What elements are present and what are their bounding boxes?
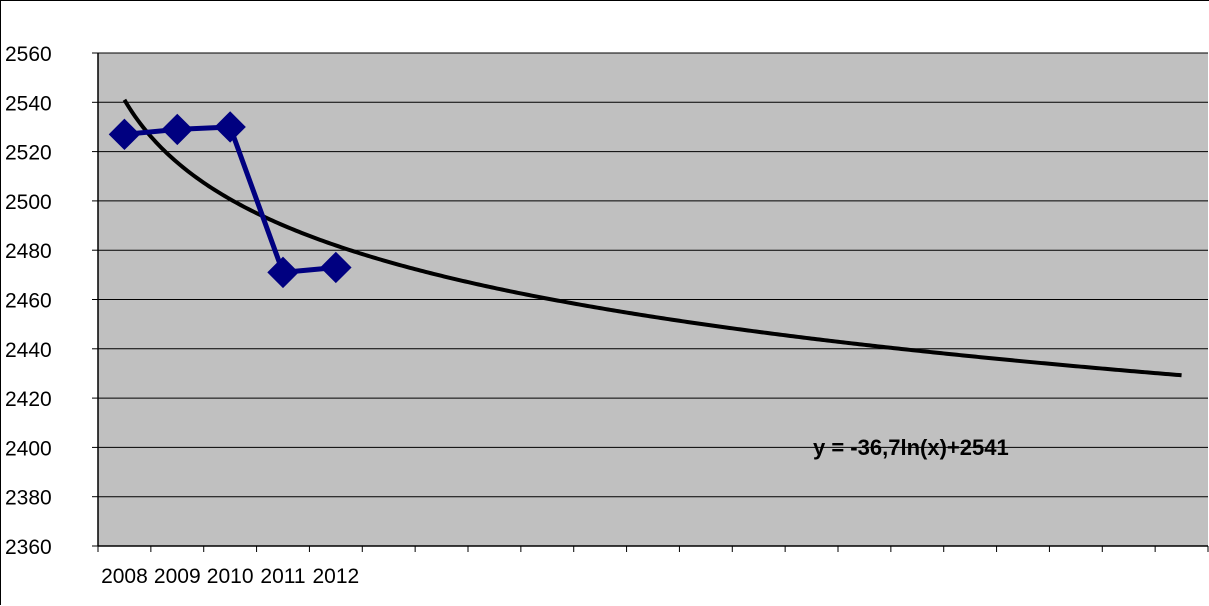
x-tick-label: 2009 xyxy=(154,565,201,588)
grid-lines xyxy=(98,52,1208,498)
data-point-marker xyxy=(267,256,299,289)
trendline-layer xyxy=(122,98,1182,378)
y-tick-labels: 2360 2380 2400 2420 2440 2460 2480 2500 2520 2540… xyxy=(5,43,98,559)
trendline-equation: y = -36,7ln(x)+2541 xyxy=(813,435,1009,460)
y-tick-label: 2420 xyxy=(5,388,52,411)
data-point-marker xyxy=(214,111,246,143)
y-tick-label: 2480 xyxy=(5,240,52,263)
data-point-marker xyxy=(320,251,352,284)
y-tick-label: 2460 xyxy=(5,290,52,313)
x-tick-labels: 2008 2009 2010 2011 2012 xyxy=(97,546,1209,588)
y-tick-label: 2540 xyxy=(5,92,52,115)
y-tick-label: 2440 xyxy=(5,339,52,362)
x-tick-label: 2008 xyxy=(101,565,148,588)
y-tick-label: 2560 xyxy=(5,43,52,66)
x-tick-label: 2011 xyxy=(260,565,305,588)
y-tick-label: 2400 xyxy=(5,437,52,460)
x-tick-label: 2012 xyxy=(312,565,359,588)
data-point-marker xyxy=(161,113,193,146)
y-tick-label: 2380 xyxy=(5,487,52,510)
y-tick-label: 2360 xyxy=(5,536,52,559)
x-tick-label: 2010 xyxy=(207,565,254,588)
series-layer xyxy=(108,111,352,289)
y-tick-label: 2500 xyxy=(5,191,52,214)
trendline xyxy=(122,98,1182,378)
data-point-marker xyxy=(108,118,141,151)
y-tick-label: 2520 xyxy=(5,142,52,165)
